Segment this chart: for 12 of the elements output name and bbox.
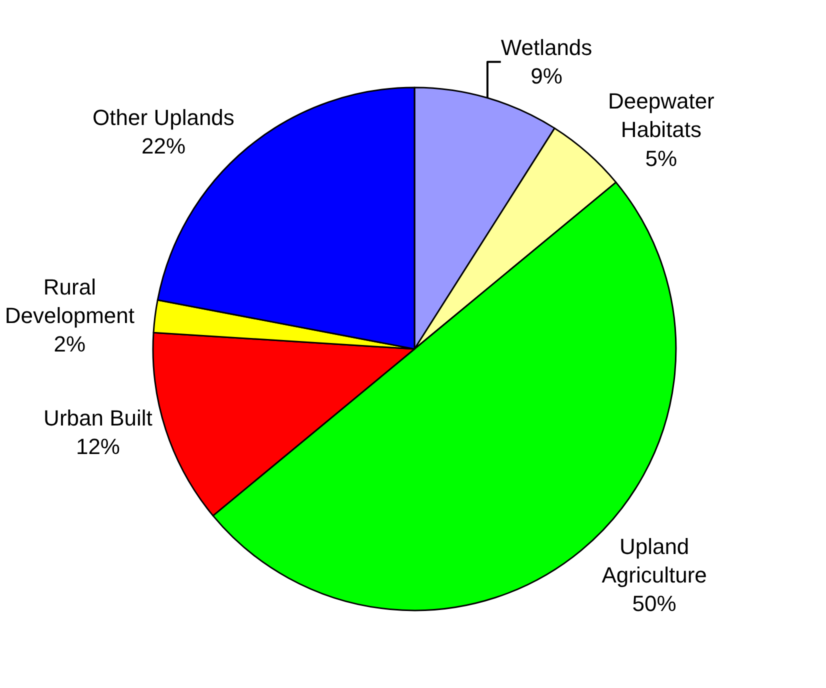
data-label: 5%: [645, 146, 678, 171]
slice-label: Other Uplands: [92, 104, 234, 130]
data-label: 2%: [54, 332, 86, 357]
data-label: 12%: [76, 434, 120, 460]
slice-label: Urban Built: [44, 406, 152, 431]
slice-label: Upland Agriculture: [602, 534, 707, 588]
data-label: 22%: [141, 133, 186, 158]
slice-label: Deepwater Habitats: [608, 88, 714, 142]
slice-label: Wetlands: [500, 35, 592, 60]
data-label: 9%: [530, 64, 562, 89]
slice-label: Rural Development: [4, 274, 135, 328]
data-label: 50%: [632, 590, 676, 616]
